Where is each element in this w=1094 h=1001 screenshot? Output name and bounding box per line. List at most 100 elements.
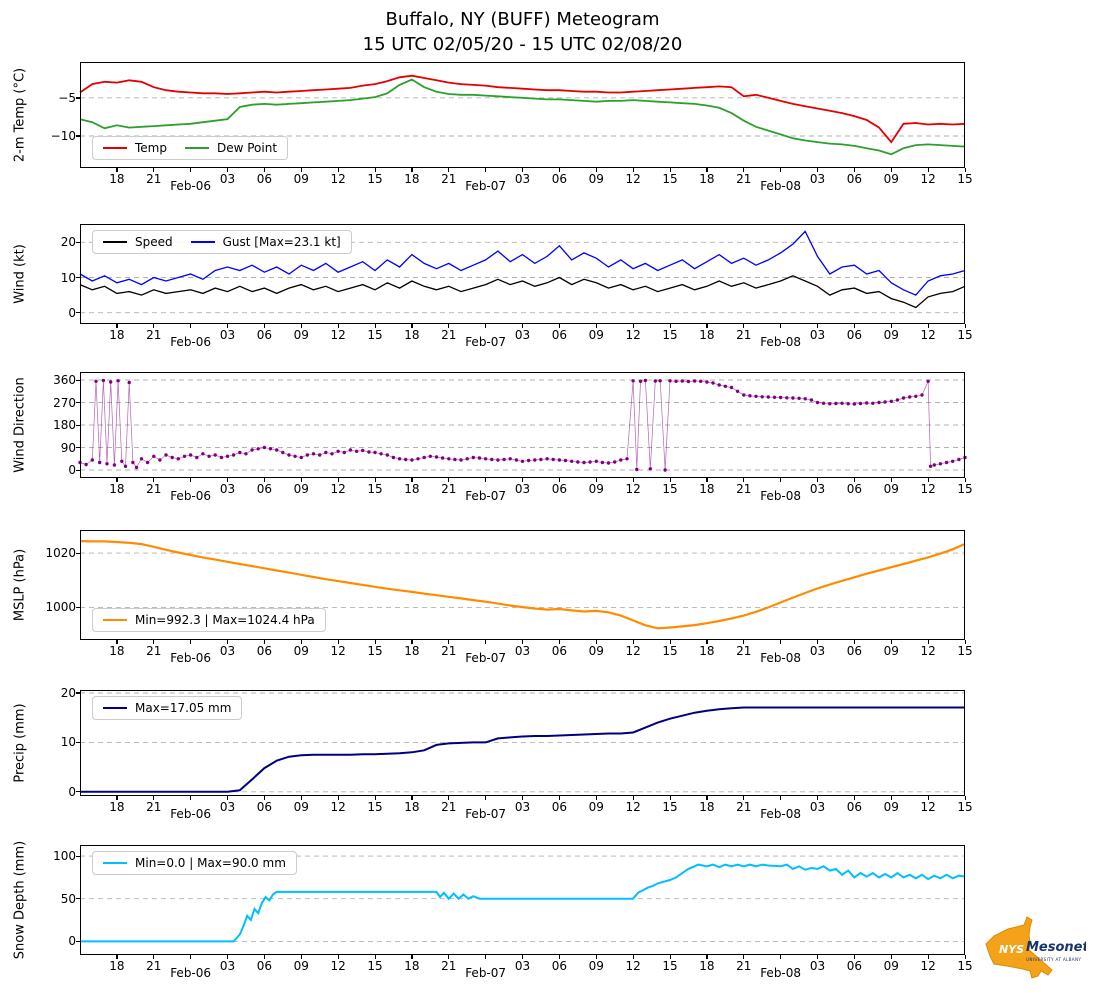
scatter-dot bbox=[570, 459, 574, 463]
scatter-dot bbox=[957, 457, 961, 462]
x-tick-label-temp: 21 bbox=[441, 172, 457, 186]
x-tick-mark-temp bbox=[817, 168, 819, 172]
scatter-dot bbox=[268, 447, 273, 451]
scatter-dot bbox=[797, 396, 801, 400]
x-tick-mark-wind bbox=[558, 324, 561, 328]
scatter-dot bbox=[711, 381, 715, 385]
logo-tagline-text: UNIVERSITY AT ALBANY bbox=[1026, 957, 1081, 962]
scatter-dot bbox=[496, 458, 500, 462]
x-tick-mark-winddir bbox=[780, 478, 782, 482]
x-tick-label-winddir: 18 bbox=[109, 482, 125, 496]
x-tick-mark-mslp bbox=[116, 640, 118, 644]
scatter-dot bbox=[871, 401, 875, 405]
scatter-dot bbox=[225, 454, 230, 458]
x-tick-label-mslp: 15 bbox=[662, 644, 678, 658]
legend-line-sample bbox=[103, 146, 127, 150]
x-tick-mark-precip bbox=[890, 796, 892, 800]
x-tick-label-wind: 09 bbox=[588, 328, 604, 342]
y-tick-mark-winddir bbox=[76, 447, 80, 449]
x-tick-mark-snow bbox=[669, 955, 671, 959]
x-tick-label-mslp: 12 bbox=[330, 644, 346, 658]
scatter-dot bbox=[201, 452, 205, 456]
scatter-dot bbox=[275, 448, 279, 452]
x-tick-mark-precip bbox=[743, 796, 745, 800]
x-tick-mark-wind bbox=[116, 324, 118, 328]
x-tick-label-winddir: 21 bbox=[146, 482, 162, 496]
x-tick-mark-wind bbox=[374, 324, 376, 328]
legend-precip: Max=17.05 mm bbox=[92, 696, 243, 720]
x-tick-label-temp: Feb-08 bbox=[760, 179, 802, 193]
x-tick-label-snow: 06 bbox=[256, 959, 273, 973]
x-tick-label-snow: Feb-06 bbox=[170, 966, 212, 980]
x-tick-label-precip: 03 bbox=[219, 800, 236, 814]
y-tick-label-wind: 10 bbox=[60, 270, 76, 285]
scatter-dot bbox=[459, 458, 463, 462]
x-tick-label-wind: 03 bbox=[514, 328, 531, 342]
x-tick-mark-winddir bbox=[263, 478, 266, 482]
scatter-dot bbox=[729, 385, 734, 390]
legend-mslp: Min=992.3 | Max=1024.4 hPa bbox=[92, 608, 326, 632]
x-tick-mark-temp bbox=[964, 168, 966, 172]
y-tick-label-mslp: 1000 bbox=[45, 600, 76, 615]
scatter-dot bbox=[112, 463, 117, 467]
scatter-dot bbox=[116, 379, 120, 383]
y-tick-mark-snow bbox=[76, 940, 80, 943]
scatter-dot bbox=[557, 458, 562, 462]
y-tick-mark-mslp bbox=[76, 606, 80, 609]
x-tick-mark-mslp bbox=[632, 640, 634, 644]
scatter-dot bbox=[367, 450, 371, 454]
x-tick-label-mslp: 18 bbox=[699, 644, 715, 658]
scatter-dot bbox=[207, 454, 211, 458]
x-tick-mark-mslp bbox=[780, 640, 782, 644]
x-tick-label-temp: 12 bbox=[625, 172, 641, 186]
y-axis-label-temp: 2-m Temp (°C) bbox=[12, 67, 28, 163]
scatter-dot bbox=[219, 455, 224, 460]
logo-nys-text: NYS bbox=[999, 943, 1024, 956]
scatter-dot bbox=[760, 395, 764, 399]
x-tick-mark-temp bbox=[190, 168, 192, 172]
scatter-dot bbox=[551, 457, 555, 462]
x-tick-label-precip: 21 bbox=[146, 800, 162, 814]
scatter-dot bbox=[98, 460, 102, 465]
y-tick-label-temp: −5 bbox=[58, 90, 76, 105]
scatter-dot bbox=[231, 453, 236, 457]
x-tick-mark-snow bbox=[743, 955, 745, 959]
series-line-wind bbox=[79, 275, 966, 309]
x-tick-mark-snow bbox=[706, 955, 708, 959]
x-tick-label-precip: 03 bbox=[514, 800, 531, 814]
x-tick-mark-wind bbox=[227, 324, 229, 328]
x-tick-label-precip: 09 bbox=[293, 800, 309, 814]
x-tick-label-winddir: 15 bbox=[662, 482, 678, 496]
x-tick-label-mslp: 21 bbox=[146, 644, 162, 658]
scatter-dot bbox=[648, 467, 652, 471]
scatter-dot bbox=[109, 380, 113, 384]
x-tick-label-snow: 06 bbox=[846, 959, 863, 973]
x-tick-mark-precip bbox=[411, 796, 413, 800]
x-tick-label-snow: 15 bbox=[662, 959, 678, 973]
legend-temp: Temp Dew Point bbox=[92, 136, 289, 160]
x-tick-mark-snow bbox=[632, 955, 634, 959]
y-tick-mark-wind bbox=[76, 277, 80, 279]
series-line-wind bbox=[79, 230, 966, 296]
x-tick-mark-temp bbox=[485, 168, 487, 172]
scatter-dot bbox=[742, 393, 746, 397]
x-tick-label-wind: 15 bbox=[367, 328, 383, 342]
x-tick-label-winddir: 09 bbox=[588, 482, 604, 496]
x-tick-mark-snow bbox=[448, 955, 450, 959]
x-tick-label-wind: Feb-07 bbox=[465, 335, 507, 349]
y-axis-label-winddir: Wind Direction bbox=[12, 377, 28, 473]
x-tick-label-winddir: Feb-07 bbox=[465, 489, 507, 503]
x-tick-label-wind: 18 bbox=[699, 328, 715, 342]
y-tick-label-precip: 0 bbox=[68, 784, 76, 799]
x-tick-label-mslp: 09 bbox=[293, 644, 309, 658]
scatter-dot bbox=[594, 459, 598, 463]
scatter-dot bbox=[865, 401, 869, 405]
scatter-dot bbox=[883, 400, 887, 404]
x-tick-label-precip: 18 bbox=[109, 800, 125, 814]
x-tick-label-precip: Feb-07 bbox=[465, 807, 507, 821]
x-tick-label-winddir: Feb-08 bbox=[760, 489, 802, 503]
x-tick-label-snow: 09 bbox=[293, 959, 309, 973]
x-tick-label-mslp: 03 bbox=[809, 644, 826, 658]
x-tick-mark-snow bbox=[263, 955, 266, 959]
x-tick-label-precip: 03 bbox=[809, 800, 826, 814]
